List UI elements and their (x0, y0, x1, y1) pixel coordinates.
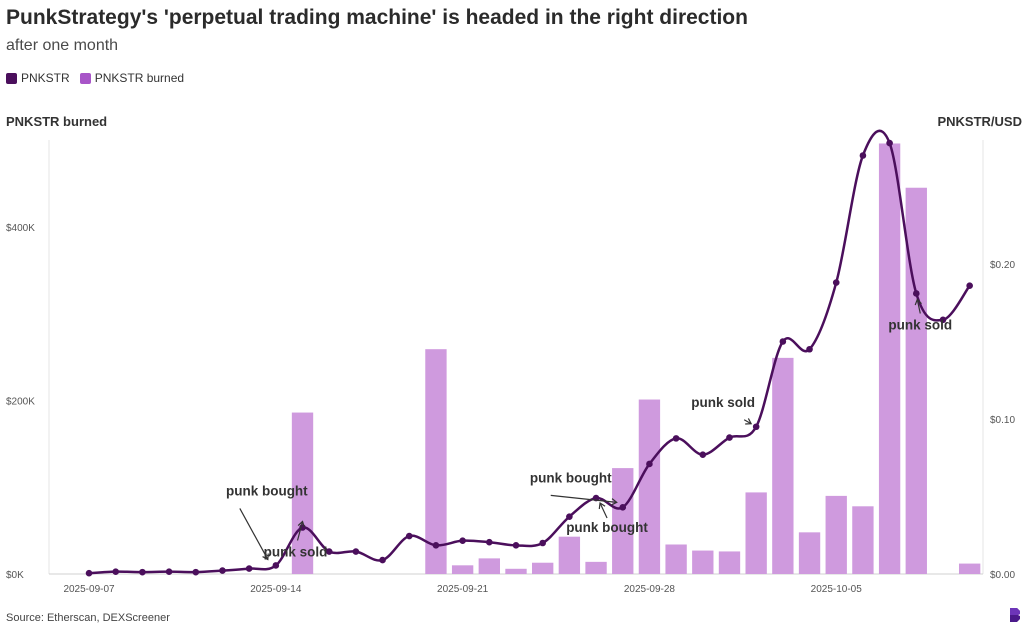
legend-label-pnkstr: PNKSTR (21, 71, 70, 85)
left-tick-label-1: $200K (6, 396, 35, 407)
annotation-arrowhead-3 (598, 502, 606, 510)
bar-burned-2025-10-01 (718, 551, 741, 574)
x-tick-label-2: 2025-09-21 (437, 584, 489, 595)
bar-burned-2025-09-30 (692, 550, 714, 574)
annotation-label-3: punk bought (566, 520, 648, 535)
annotation-arrowhead-2 (611, 498, 618, 506)
annotation-arrowhead-4 (745, 418, 753, 425)
point-pnkstr-2025-09-16 (325, 548, 333, 555)
left-tick-label-2: $400K (6, 223, 35, 234)
legend-item-burned[interactable]: PNKSTR burned (79, 71, 185, 85)
bar-burned-2025-10-08 (905, 187, 927, 575)
annotation-label-0: punk bought (226, 483, 308, 498)
x-tick-label-3: 2025-09-28 (624, 584, 676, 595)
bar-burned-2025-09-23 (505, 568, 527, 574)
annotation-arrowhead-5 (914, 298, 922, 306)
bar-burned-2025-10-07 (878, 143, 901, 575)
right-tick-label-0: $0.00 (990, 570, 1015, 581)
right-tick-label-1: $0.10 (990, 415, 1015, 426)
chart-title: PunkStrategy's 'perpetual trading machin… (6, 6, 748, 29)
right-axis-title: PNKSTR/USD (937, 114, 1022, 129)
bar-burned-2025-10-05 (825, 495, 847, 574)
bar-burned-2025-10-10 (958, 563, 981, 574)
point-pnkstr-2025-09-17 (352, 548, 360, 555)
point-pnkstr-2025-10-03 (779, 338, 787, 345)
point-pnkstr-2025-10-10 (966, 282, 973, 290)
point-pnkstr-2025-09-23 (512, 542, 520, 549)
brand-logo-icon (1010, 608, 1020, 622)
point-pnkstr-2025-10-06 (859, 152, 867, 159)
annotation-label-1: punk sold (264, 545, 328, 560)
x-tick-label-1: 2025-09-14 (250, 584, 302, 595)
bar-burned-2025-10-02 (745, 492, 767, 574)
legend-item-pnkstr[interactable]: PNKSTR (6, 71, 70, 85)
bar-burned-2025-09-21 (451, 565, 474, 574)
point-pnkstr-2025-09-11 (192, 568, 200, 576)
annotation-arrow-1 (296, 521, 304, 541)
bar-burned-2025-09-25 (558, 536, 581, 574)
bar-burned-2025-10-03 (772, 357, 794, 574)
point-pnkstr-2025-09-13 (245, 565, 253, 572)
point-pnkstr-2025-09-07 (85, 569, 93, 577)
legend-swatch-pnkstr (6, 72, 17, 84)
x-tick-label-0: 2025-09-07 (63, 584, 115, 595)
annotation-arrowhead-0 (262, 553, 269, 561)
point-pnkstr-2025-09-18 (379, 556, 386, 564)
bar-burned-2025-09-28 (638, 399, 661, 574)
point-pnkstr-2025-09-30 (699, 451, 707, 458)
annotation-arrow-0 (239, 508, 269, 560)
bar-burned-2025-09-26 (585, 561, 607, 574)
point-pnkstr-2025-09-21 (459, 537, 466, 544)
point-pnkstr-2025-09-29 (672, 435, 680, 442)
annotation-arrow-4 (743, 419, 752, 425)
point-pnkstr-2025-09-27 (619, 504, 627, 511)
point-pnkstr-2025-09-08 (112, 568, 120, 575)
annotation-arrow-2 (550, 494, 617, 503)
point-pnkstr-2025-09-22 (486, 538, 493, 546)
point-pnkstr-2025-09-12 (219, 567, 226, 574)
point-pnkstr-2025-09-14 (272, 562, 280, 569)
point-pnkstr-2025-09-25 (566, 513, 573, 520)
source-note: Source: Etherscan, DEXScreener (6, 612, 170, 624)
x-tick-label-4: 2025-10-05 (811, 584, 863, 595)
point-pnkstr-2025-09-09 (139, 568, 146, 576)
legend: PNKSTR PNKSTR burned (6, 71, 184, 85)
bar-burned-2025-09-20 (425, 349, 447, 574)
annotation-label-2: punk bought (530, 470, 612, 485)
bar-burned-2025-09-24 (532, 562, 554, 574)
point-pnkstr-2025-09-24 (539, 539, 546, 547)
point-pnkstr-2025-10-07 (886, 139, 893, 147)
point-pnkstr-2025-10-05 (832, 279, 840, 286)
right-tick-label-2: $0.20 (990, 260, 1015, 271)
bar-burned-2025-10-06 (852, 506, 874, 574)
point-pnkstr-2025-10-09 (939, 316, 947, 324)
legend-label-burned: PNKSTR burned (94, 71, 185, 85)
left-tick-label-0: $0K (6, 570, 24, 581)
annotation-label-4: punk sold (691, 395, 755, 410)
left-axis-title: PNKSTR burned (6, 114, 108, 129)
point-pnkstr-2025-09-10 (165, 568, 173, 575)
bar-burned-2025-09-22 (478, 558, 500, 574)
point-pnkstr-2025-10-02 (752, 423, 760, 431)
point-pnkstr-2025-10-01 (726, 434, 733, 441)
legend-swatch-burned (79, 72, 91, 84)
annotation-arrow-3 (599, 502, 608, 519)
chart-subtitle: after one month (6, 37, 119, 54)
point-pnkstr-2025-09-20 (432, 542, 440, 549)
point-pnkstr-2025-10-04 (806, 345, 813, 353)
bar-burned-2025-09-29 (665, 544, 687, 574)
bar-burned-2025-10-04 (798, 532, 821, 574)
annotation-arrowhead-1 (297, 520, 305, 528)
point-pnkstr-2025-09-19 (405, 532, 413, 540)
point-pnkstr-2025-09-28 (646, 460, 653, 468)
bar-burned-2025-09-27 (612, 468, 634, 574)
point-pnkstr-2025-10-08 (912, 290, 920, 297)
annotation-arrow-5 (916, 299, 921, 314)
annotation-label-5: punk sold (888, 317, 952, 332)
